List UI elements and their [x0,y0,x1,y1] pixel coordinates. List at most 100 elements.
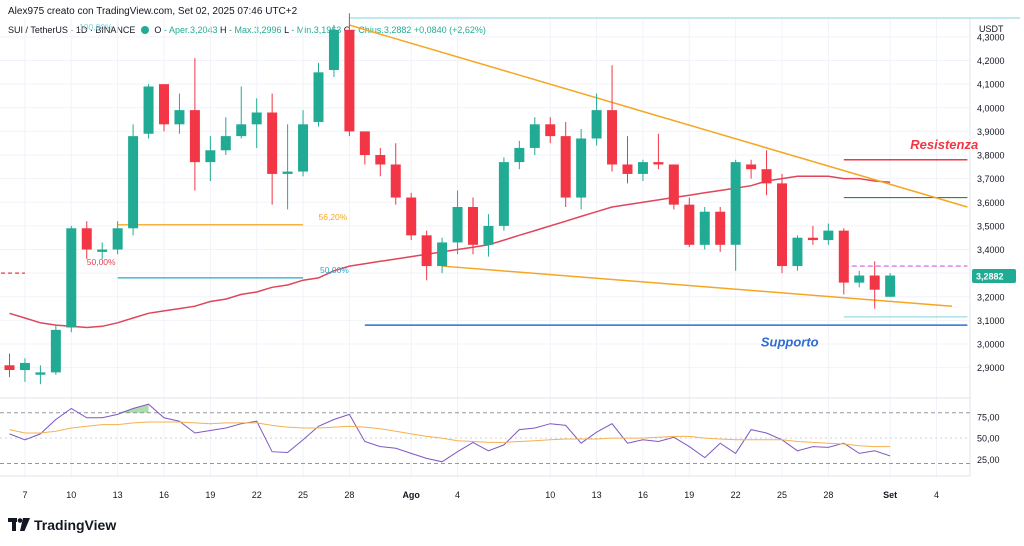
candle-body [622,164,633,174]
candle [220,117,231,156]
candle [730,159,741,271]
candle [189,58,200,191]
time-tick-label: 28 [344,490,354,500]
candle [529,117,540,156]
candle-body [591,110,602,139]
time-tick-label: 22 [252,490,262,500]
time-tick-label: 13 [592,490,602,500]
price-tick-label: 3,6000 [977,198,1005,208]
time-tick-label: 19 [684,490,694,500]
fib-label: 50,00% [87,257,116,267]
candle-body [807,237,818,241]
candle [684,197,695,248]
ohlc-low-label: L [284,25,289,35]
candle-body [498,162,509,226]
candle-body [421,235,432,267]
candle [205,136,216,182]
candle [298,110,309,177]
rsi-tick-label: 75,00 [977,412,1000,422]
candle-body [823,230,834,241]
candle-body [390,164,401,198]
candle [112,221,123,255]
candle-body [777,183,787,267]
time-tick-label: Ago [402,490,420,500]
candle-body [81,228,92,250]
candle-body [66,228,77,328]
candle-body [854,275,865,283]
candle-body [35,372,46,375]
candle [668,164,679,210]
rsi-ma-line [9,421,891,448]
ohlc-low: - Min.3,1963 [291,25,342,35]
candle [19,358,30,382]
ohlc-open-label: O [154,25,162,35]
candle-body [607,110,618,165]
candle-body [282,171,293,174]
time-tick-label: 10 [66,490,76,500]
time-tick-label: 4 [934,490,939,500]
candle-body [97,249,108,252]
author-line: Alex975 creato con TradingView.com, Set … [8,6,298,17]
fib-label: 50,00% [320,265,349,275]
candle [498,157,509,231]
candle-body [313,72,324,122]
candle-body [375,155,386,165]
candle-body [545,124,556,137]
candle [66,225,77,333]
time-tick-label: 22 [731,490,741,500]
candle [514,140,525,170]
price-tick-label: 4,3000 [977,32,1005,42]
candle-body [267,112,278,174]
time-tick-label: 28 [823,490,833,500]
price-tick-label: 2,9000 [977,363,1005,373]
quote-currency-label: USDT [979,24,1004,34]
candle-body [514,147,525,163]
candle-body [730,162,741,245]
time-tick-label: 7 [22,490,27,500]
candle-body [359,131,370,156]
candle [328,25,339,78]
candle-body [4,365,15,371]
candle-body [437,242,448,267]
price-tick-label: 3,8000 [977,151,1005,161]
candle-body [761,169,772,184]
candle-body [576,138,587,198]
resistance-trendline [349,24,968,208]
ohlc-close: - Chius.3,2882 [352,25,412,35]
ohlc-change: +0,0840 (+2,62%) [413,25,486,35]
time-tick-label: 25 [298,490,308,500]
fib-label: 100,00% [79,22,113,32]
brand-logo[interactable]: TradingView [8,517,116,533]
candle [468,197,478,255]
candle-body [220,136,231,151]
candle [313,62,324,127]
market-status-icon [140,26,149,34]
candle [591,93,602,146]
candle [437,237,448,274]
candle [267,93,278,205]
price-tick-label: 4,1000 [977,80,1005,90]
candle [143,84,154,139]
candle [869,261,880,309]
support-label: Supporto [761,334,819,349]
candle [421,230,432,281]
candle [81,221,92,259]
candle-body [251,112,262,125]
candle [823,223,834,245]
time-tick-label: 4 [455,490,460,500]
candle [699,207,710,250]
candle-body [529,124,540,148]
candle [746,159,757,179]
price-tick-label: 3,1000 [977,316,1005,326]
support-trendline [442,265,953,307]
candle [807,225,818,245]
candle-body [406,197,417,236]
candle [777,173,787,274]
candle [282,124,293,210]
candle [607,65,618,172]
rsi-tick-label: 25,00 [977,455,1000,465]
time-tick-label: 19 [205,490,215,500]
price-tick-label: 3,9000 [977,127,1005,137]
candle [375,147,386,177]
